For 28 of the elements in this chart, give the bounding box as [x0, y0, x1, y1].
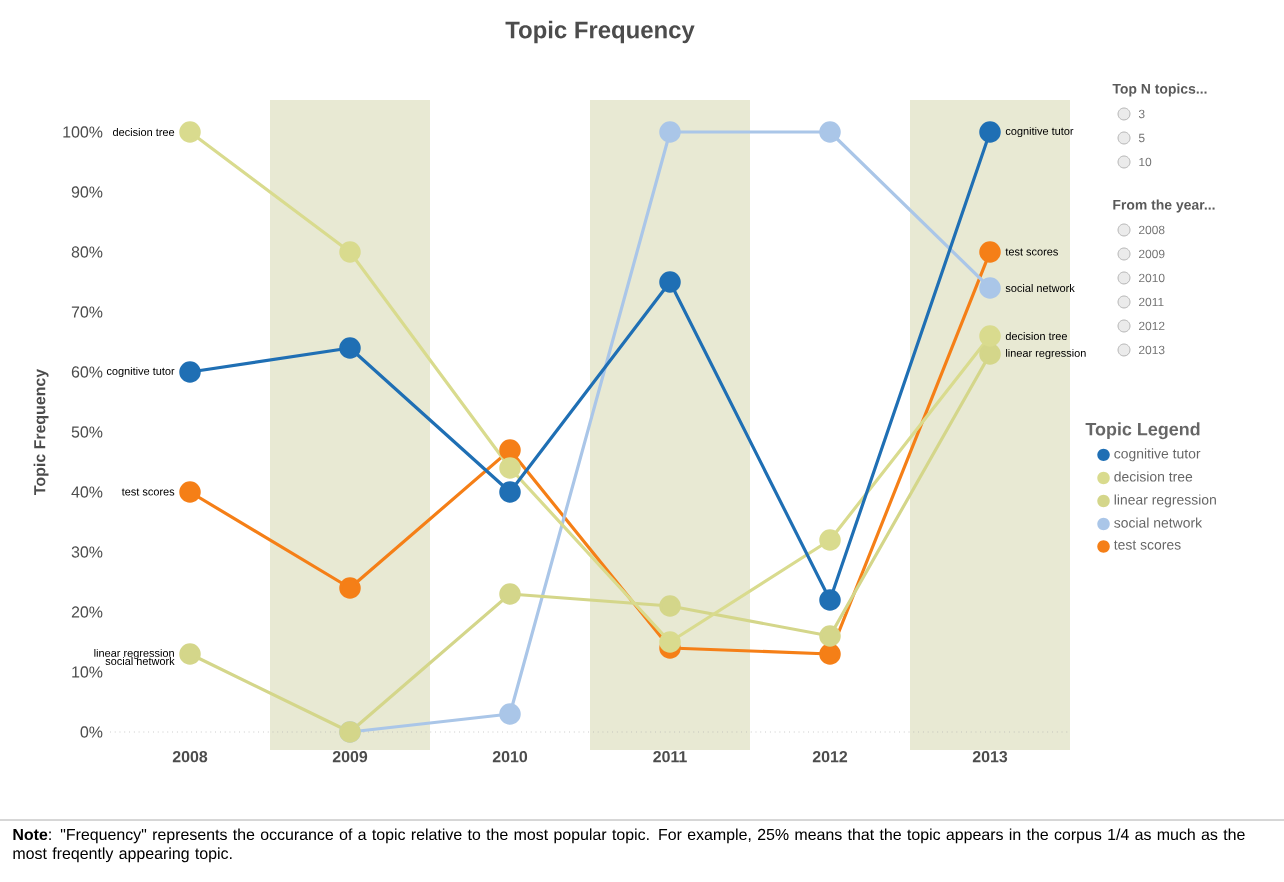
point [499, 457, 521, 479]
point [979, 325, 1001, 347]
point [499, 481, 521, 503]
point [819, 589, 841, 611]
point [179, 361, 201, 383]
point [819, 121, 841, 143]
legend-title: Topic Legend [1085, 422, 1200, 440]
point [979, 277, 1001, 299]
point [819, 529, 841, 551]
point [819, 625, 841, 647]
point [499, 703, 521, 725]
point [659, 595, 681, 617]
point [339, 241, 361, 263]
point [339, 337, 361, 359]
point [979, 343, 1001, 365]
point [979, 241, 1001, 263]
point [979, 121, 1001, 143]
point [179, 643, 201, 665]
point [659, 631, 681, 653]
point [499, 583, 521, 605]
point [819, 643, 841, 665]
point [499, 439, 521, 461]
point [179, 121, 201, 143]
chart-title: Topic Frequency [505, 20, 695, 44]
point [659, 121, 681, 143]
point [659, 271, 681, 293]
point [339, 577, 361, 599]
point [179, 481, 201, 503]
